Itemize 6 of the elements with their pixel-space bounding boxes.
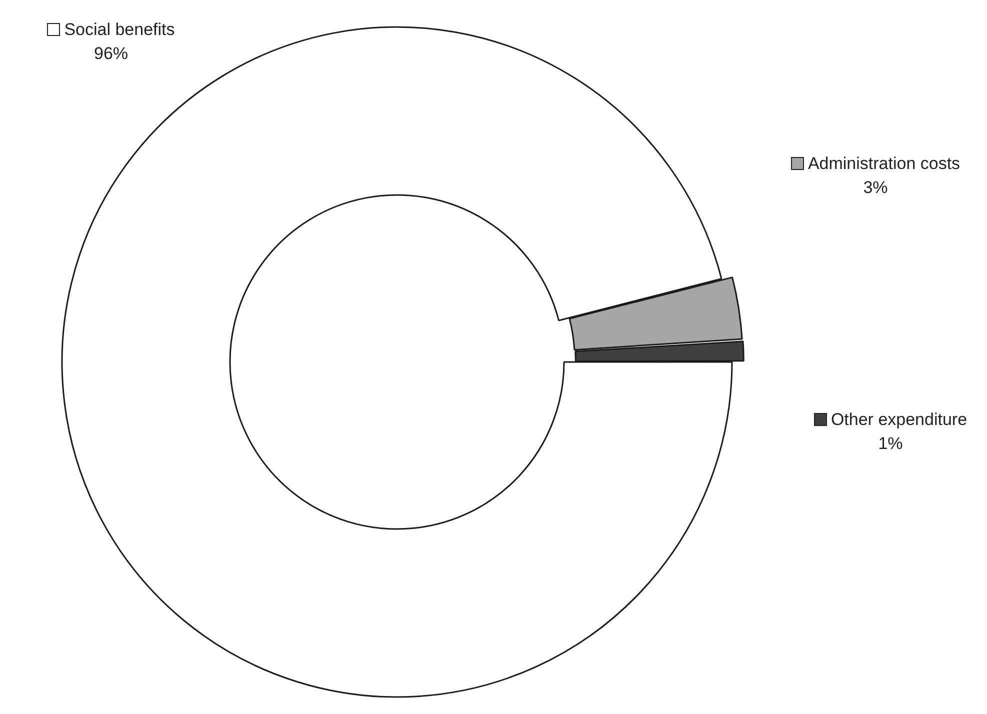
data-label: 3% [862, 177, 889, 199]
legend-label: Administration costs [808, 154, 960, 173]
legend-label: Social benefits [64, 20, 175, 39]
data-label: 96% [92, 43, 130, 65]
data-label: 1% [877, 433, 904, 455]
legend-label: Other expenditure [830, 410, 968, 429]
